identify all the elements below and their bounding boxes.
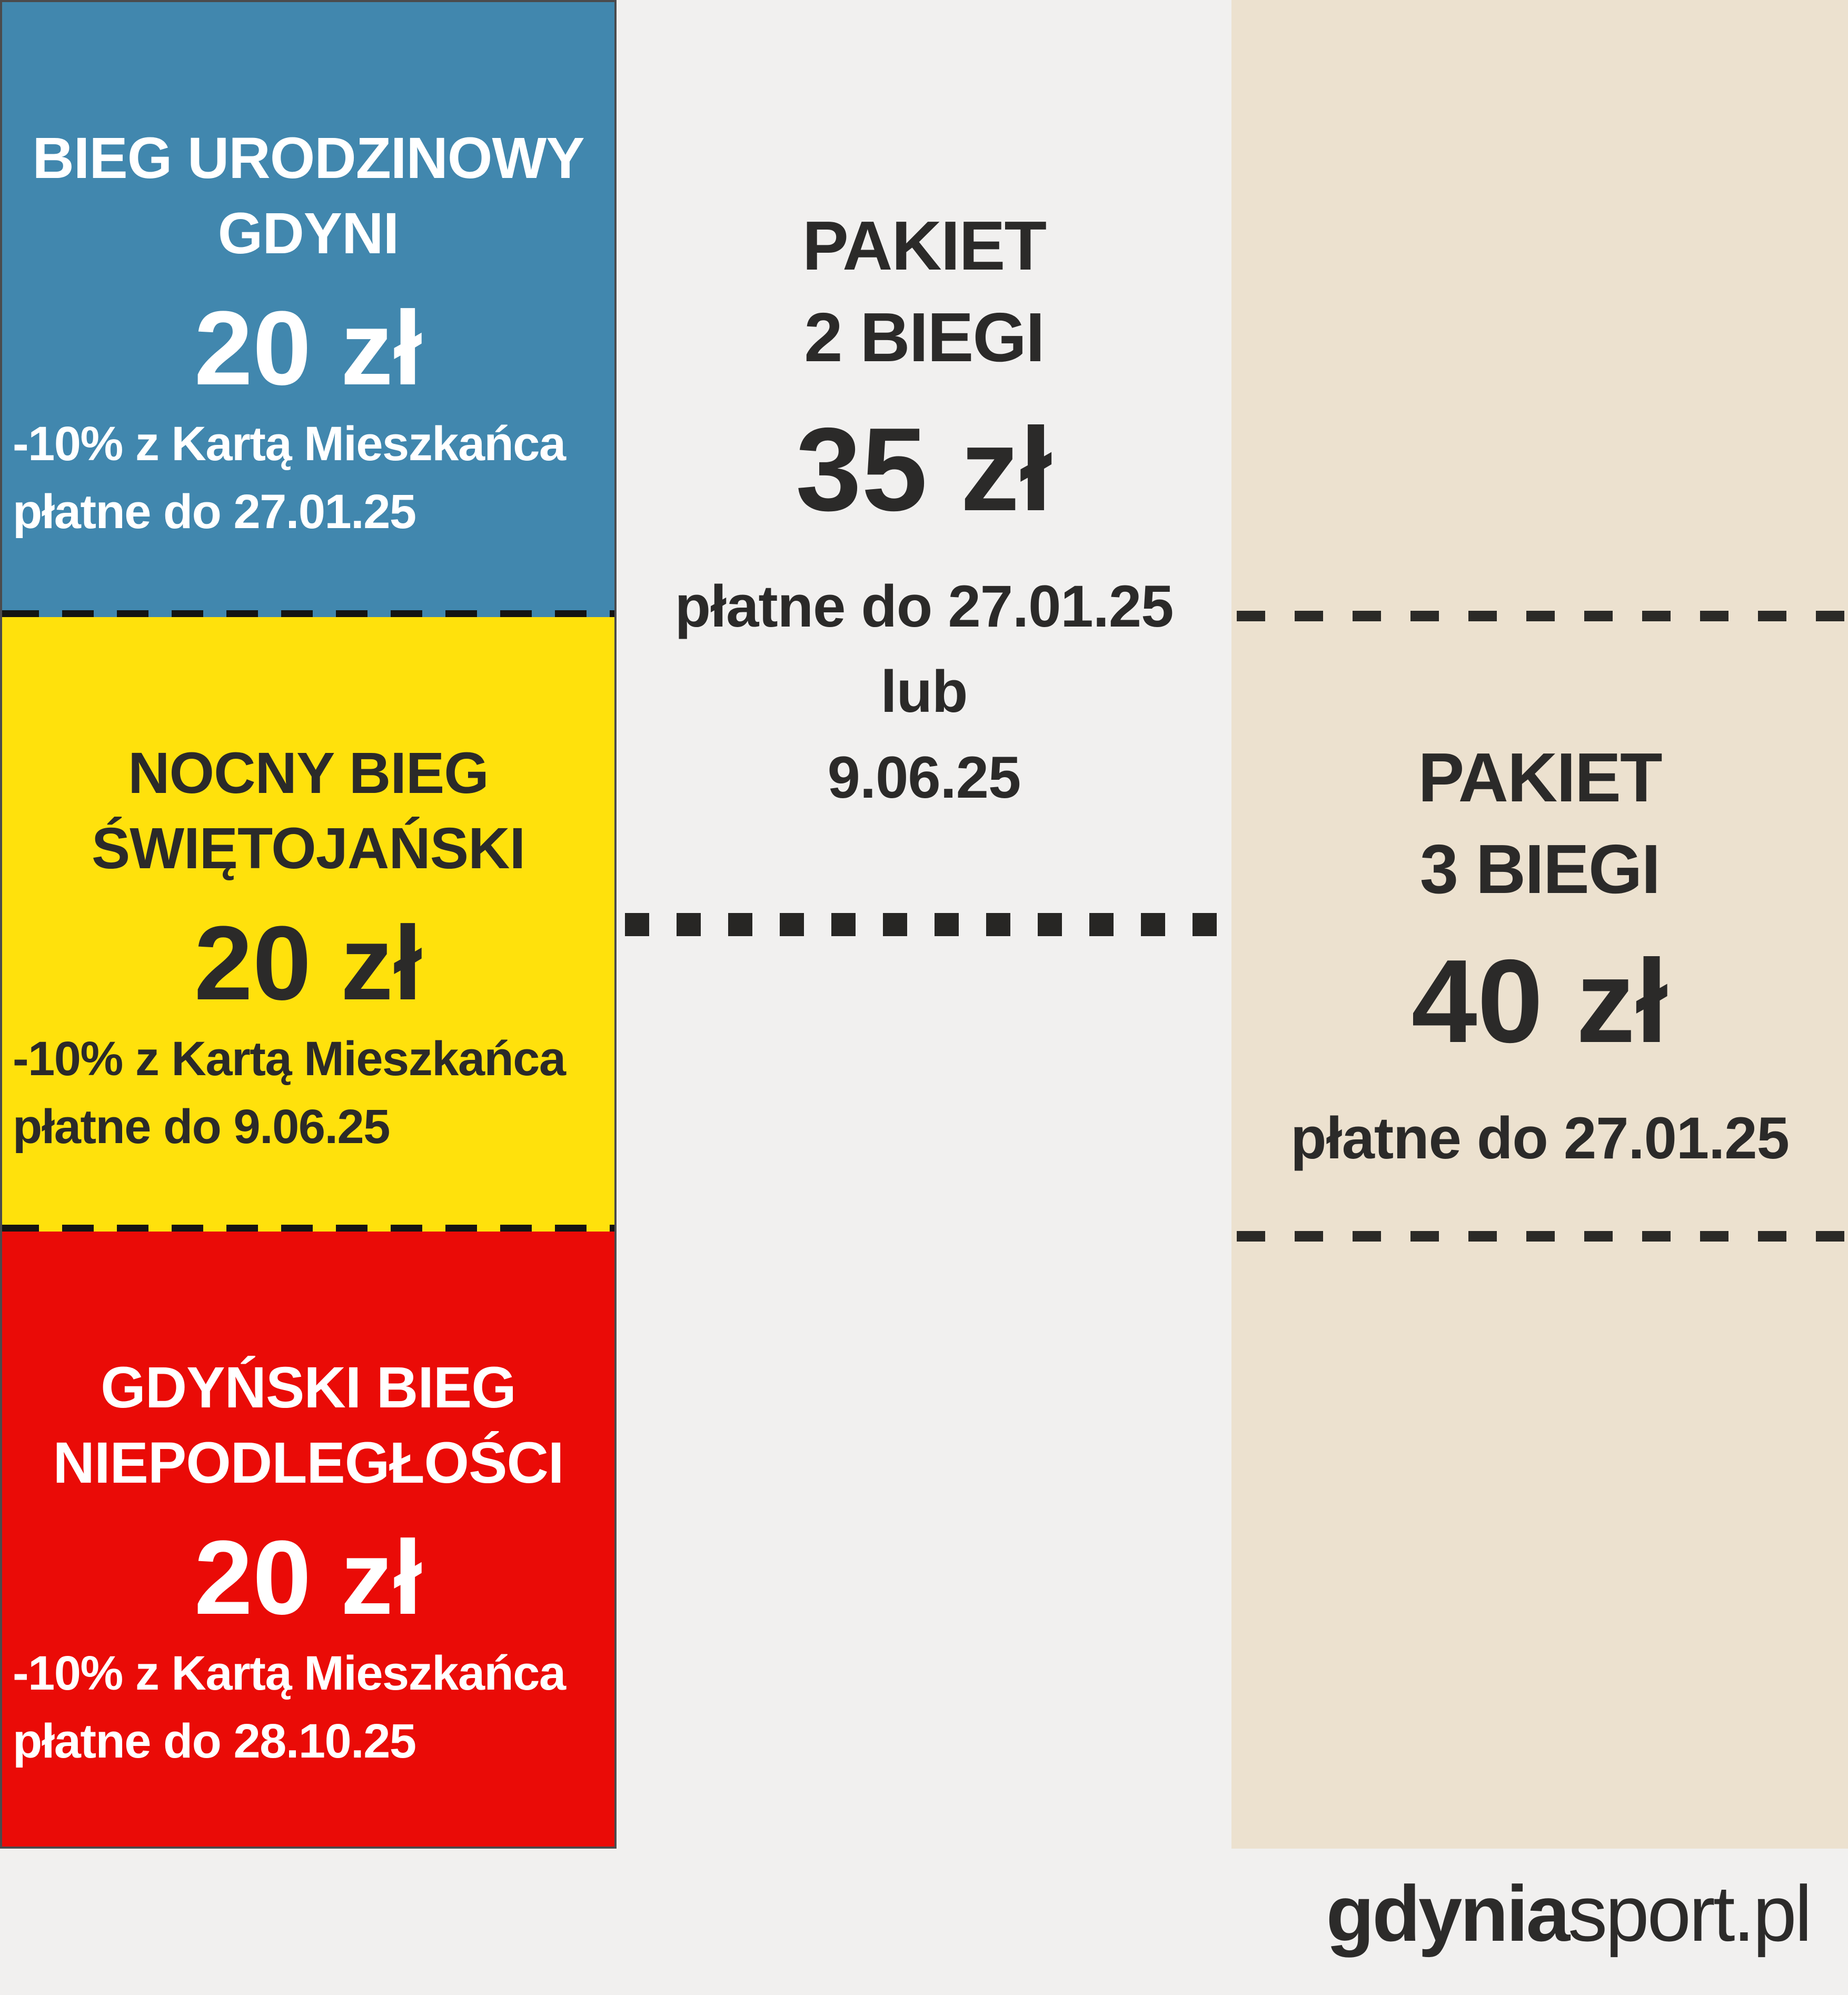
- perforation-line: [1237, 611, 1848, 621]
- package-3-biegi: PAKIET 3 BIEGI 40 zł płatne do 27.01.25: [1231, 732, 1848, 1181]
- gdyniasport-logo: gdyniasport.pl: [1326, 1868, 1812, 1959]
- perforation-line: [625, 913, 1226, 936]
- payment-line: 9.06.25: [827, 744, 1021, 810]
- package-title: PAKIET 2 BIEGI: [617, 200, 1231, 383]
- discount-note: -10% z Kartą Mieszkańca: [13, 417, 566, 471]
- ticket-title: NOCNY BIEG ŚWIĘTOJAŃSKI: [86, 736, 530, 886]
- ticket-notes: -10% z Kartą Mieszkańca płatne do 9.06.2…: [2, 1025, 614, 1161]
- package-title: PAKIET 3 BIEGI: [1231, 732, 1848, 915]
- ticket-title-line: GDYNI: [217, 201, 399, 266]
- logo-text-pl: .pl: [1733, 1869, 1812, 1958]
- ticket-price: 20 zł: [194, 290, 423, 407]
- ticket-title-line: GDYŃSKI BIEG: [101, 1355, 516, 1421]
- payment-deadline-note: płatne do 28.10.25: [13, 1714, 416, 1769]
- ticket-nocny-bieg: NOCNY BIEG ŚWIĘTOJAŃSKI 20 zł -10% z Kar…: [2, 617, 614, 1232]
- discount-note: -10% z Kartą Mieszkańca: [13, 1031, 566, 1086]
- ticket-price: 20 zł: [194, 904, 423, 1022]
- beige-panel: [1231, 0, 1848, 1849]
- payment-line: lub: [880, 659, 968, 725]
- package-payment-info: płatne do 27.01.25: [1231, 1096, 1848, 1181]
- ticket-title: BIEG URODZINOWY GDYNI: [27, 121, 589, 271]
- ticket-bieg-urodzinowy: BIEG URODZINOWY GDYNI 20 zł -10% z Kartą…: [2, 2, 614, 617]
- ticket-price: 20 zł: [194, 1519, 423, 1637]
- ticket-title-line: NOCNY BIEG: [128, 740, 489, 806]
- perforation-line: [1237, 1231, 1848, 1242]
- ticket-notes: -10% z Kartą Mieszkańca płatne do 27.01.…: [2, 410, 614, 546]
- package-2-biegi: PAKIET 2 BIEGI 35 zł płatne do 27.01.25 …: [617, 200, 1231, 820]
- payment-line: płatne do 27.01.25: [674, 573, 1174, 639]
- discount-note: -10% z Kartą Mieszkańca: [13, 1646, 566, 1701]
- package-title-line: 3 BIEGI: [1419, 830, 1661, 908]
- package-title-line: PAKIET: [1418, 739, 1662, 816]
- logo-text-sport: sport: [1568, 1869, 1735, 1958]
- package-price: 40 zł: [1411, 935, 1668, 1068]
- payment-line: płatne do 27.01.25: [1290, 1105, 1790, 1171]
- package-price: 35 zł: [796, 403, 1052, 536]
- package-payment-info: płatne do 27.01.25 lub 9.06.25: [617, 564, 1231, 820]
- perforation-line: [2, 610, 614, 617]
- payment-deadline-note: płatne do 27.01.25: [13, 484, 416, 539]
- package-title-line: PAKIET: [802, 207, 1047, 284]
- ticket-title-line: NIEPODLEGŁOŚCI: [53, 1431, 564, 1496]
- ticket-title-line: ŚWIĘTOJAŃSKI: [91, 816, 525, 881]
- ticket-notes: -10% z Kartą Mieszkańca płatne do 28.10.…: [2, 1640, 614, 1775]
- payment-deadline-note: płatne do 9.06.25: [13, 1099, 390, 1154]
- ticket-title-line: BIEG URODZINOWY: [32, 126, 584, 191]
- ticket-strip: BIEG URODZINOWY GDYNI 20 zł -10% z Kartą…: [0, 0, 617, 1849]
- ticket-bieg-niepodleglosci: GDYŃSKI BIEG NIEPODLEGŁOŚCI 20 zł -10% z…: [2, 1232, 614, 1847]
- ticket-title: GDYŃSKI BIEG NIEPODLEGŁOŚCI: [48, 1350, 569, 1501]
- package-title-line: 2 BIEGI: [804, 299, 1045, 376]
- perforation-line: [2, 1225, 614, 1232]
- logo-text-gdynia: gdynia: [1326, 1869, 1570, 1958]
